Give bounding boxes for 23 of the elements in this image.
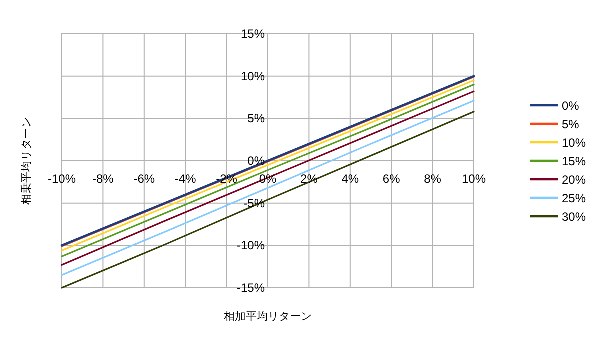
legend-label: 15% <box>562 154 586 168</box>
y-tick-label: -15% <box>236 281 266 295</box>
y-tick-label: 10% <box>240 69 266 84</box>
legend-label: 20% <box>562 173 586 187</box>
x-tick-label: -10% <box>48 172 76 186</box>
legend-label: 25% <box>562 192 586 206</box>
x-axis-title: 相加平均リターン <box>224 310 312 323</box>
x-tick-label: -8% <box>92 172 114 186</box>
x-tick-label: -6% <box>134 172 156 186</box>
x-tick-label: 6% <box>382 172 401 186</box>
x-tick-label: -4% <box>174 172 197 186</box>
y-tick-label: -10% <box>236 238 266 253</box>
x-tick-label: 4% <box>342 172 360 186</box>
y-axis-title: 相乗平均リターン <box>20 117 33 205</box>
x-tick-label: 10% <box>462 172 486 186</box>
y-tick-label: 0% <box>248 154 266 168</box>
y-tick-label: 5% <box>248 112 266 126</box>
legend-label: 10% <box>562 136 586 150</box>
x-tick-label: 8% <box>424 172 442 186</box>
legend-label: 5% <box>562 118 580 132</box>
y-tick-label: 15% <box>240 27 266 41</box>
legend-label: 0% <box>562 99 580 113</box>
legend-label: 30% <box>562 210 586 224</box>
